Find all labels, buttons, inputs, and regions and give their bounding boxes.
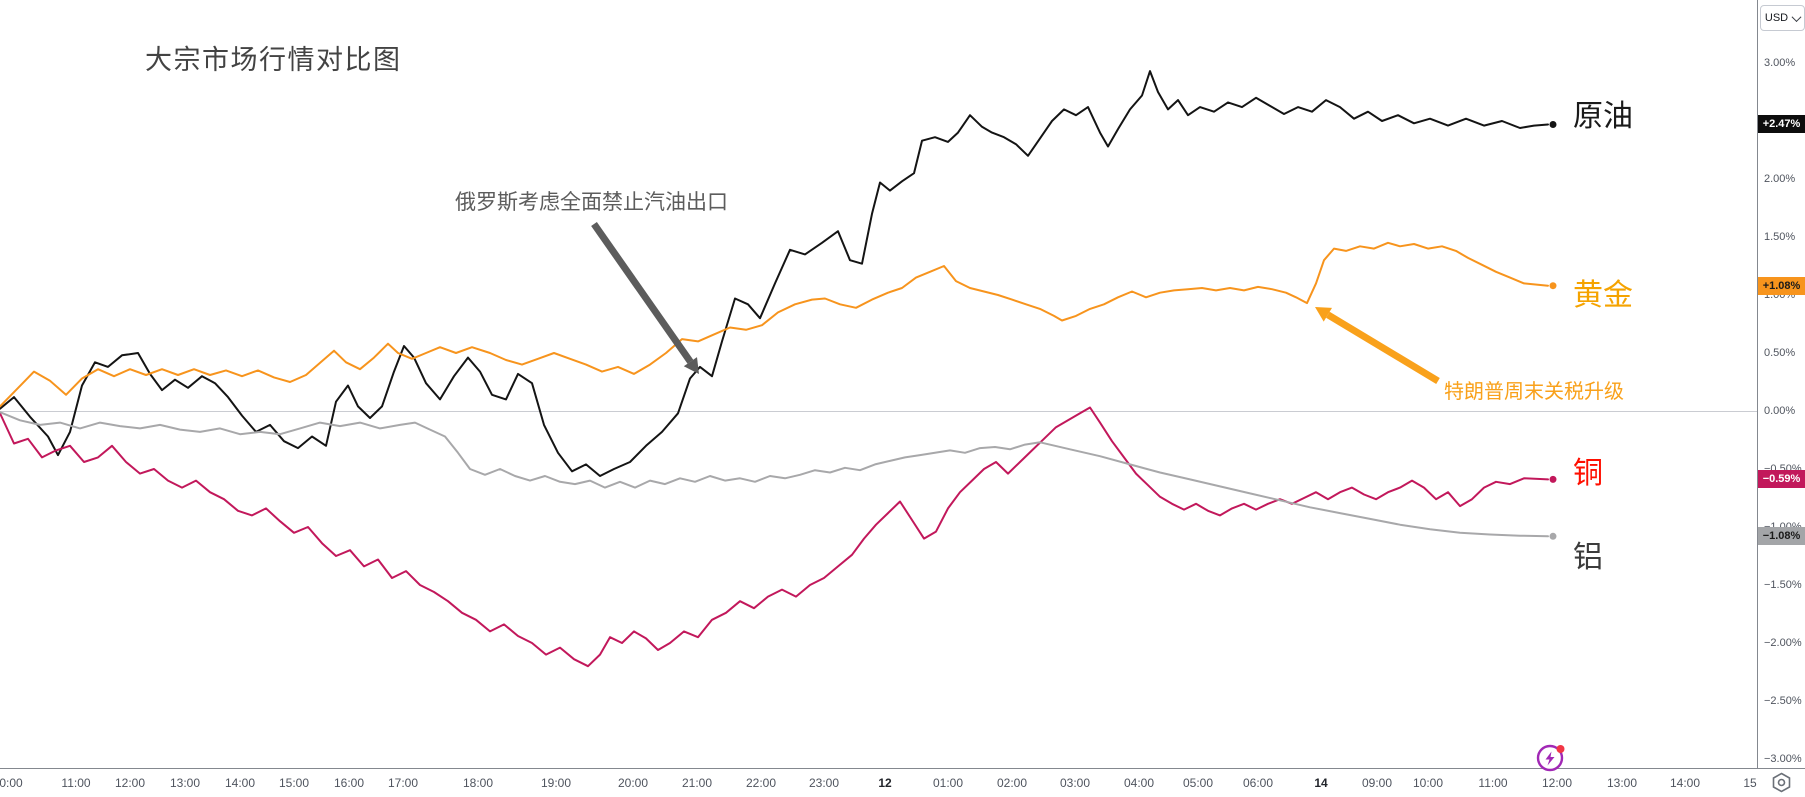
x-tick-label: 23:00 <box>808 776 840 790</box>
hexagon-outline <box>1772 772 1791 793</box>
series-end-dot-aluminum <box>1549 532 1557 540</box>
series-end-dot-copper <box>1549 475 1557 483</box>
annotation-arrowhead-russia-gasoline <box>683 357 699 374</box>
x-tick-label: 03:00 <box>1059 776 1091 790</box>
x-tick-label: 15 <box>1743 776 1757 790</box>
chart-canvas[interactable] <box>0 0 1757 768</box>
change-badge-copper: −0.59% <box>1758 470 1805 489</box>
price-axis-pane[interactable]: USD 3.00%2.50%2.00%1.50%1.00%0.50%0.00%−… <box>1758 0 1805 768</box>
price-axis-divider <box>1757 0 1758 797</box>
chevron-down-icon <box>1791 11 1802 22</box>
x-tick-label: 14:00 <box>224 776 256 790</box>
y-tick-label: 3.00% <box>1764 57 1796 69</box>
y-tick-label: −2.50% <box>1764 695 1802 707</box>
x-tick-label: 20:00 <box>617 776 649 790</box>
series-end-dot-gold <box>1549 282 1557 290</box>
series-label-aluminum: 铝 <box>1573 541 1603 574</box>
x-tick-label: 22:00 <box>745 776 777 790</box>
x-tick-label: 16:00 <box>333 776 365 790</box>
x-tick-label: 21:00 <box>681 776 713 790</box>
bolt-icon <box>1545 751 1555 766</box>
y-tick-label: −2.00% <box>1764 637 1802 649</box>
series-label-crude-oil: 原油 <box>1573 100 1633 133</box>
x-tick-label: 11:00 <box>1478 776 1508 790</box>
change-badge-gold: +1.08% <box>1758 276 1805 295</box>
x-tick-label: 11:00 <box>61 776 91 790</box>
series-label-gold: 黄金 <box>1573 279 1633 312</box>
x-tick-label: 18:00 <box>462 776 494 790</box>
change-badge-aluminum: −1.08% <box>1758 527 1805 546</box>
notification-dot <box>1556 745 1565 753</box>
series-line-copper <box>0 406 1549 668</box>
annotation-arrow-trump-tariff <box>1326 311 1440 384</box>
x-tick-label: 0:00 <box>0 776 23 790</box>
series-end-dot-crude-oil <box>1549 121 1557 128</box>
x-tick-label: 14:00 <box>1669 776 1701 790</box>
flash-event-icon[interactable] <box>1534 742 1568 776</box>
y-tick-label: −3.00% <box>1764 753 1802 765</box>
y-tick-label: 0.00% <box>1764 405 1796 417</box>
x-tick-label: 15:00 <box>278 776 310 790</box>
x-tick-label: 13:00 <box>1606 776 1638 790</box>
y-tick-label: 0.50% <box>1764 347 1796 359</box>
time-axis-pane[interactable]: 0:00 11:00 12:00 13:00 14:00 15:00 16:00 17:00 1… <box>0 768 1805 797</box>
annotation-arrow-russia-gasoline <box>591 221 694 364</box>
x-tick-label: 09:00 <box>1361 776 1393 790</box>
y-tick-label: −1.50% <box>1764 579 1802 591</box>
annotation-russia-gasoline-text: 俄罗斯考虑全面禁止汽油出口 <box>455 191 728 214</box>
hexagon-eye-icon[interactable] <box>1770 771 1793 794</box>
y-tick-label: 1.50% <box>1764 231 1796 243</box>
series-line-gold <box>0 241 1549 408</box>
x-tick-date-label: 12 <box>878 776 892 790</box>
hexagon-dot <box>1777 778 1786 787</box>
x-tick-label: 02:00 <box>996 776 1028 790</box>
currency-selector[interactable]: USD <box>1760 5 1805 31</box>
x-tick-label: 17:00 <box>387 776 419 790</box>
change-badge-crude-oil: +2.47% <box>1758 115 1805 134</box>
x-tick-label: 13:00 <box>169 776 201 790</box>
x-tick-label: 06:00 <box>1242 776 1274 790</box>
x-tick-label: 19:00 <box>540 776 572 790</box>
series-label-copper: 铜 <box>1573 457 1603 490</box>
annotation-arrowhead-trump-tariff <box>1315 307 1332 322</box>
currency-label: USD <box>1764 12 1789 24</box>
x-tick-label: 10:00 <box>1412 776 1444 790</box>
x-tick-label: 05:00 <box>1182 776 1214 790</box>
annotation-trump-tariff-text: 特朗普周末关税升级 <box>1444 381 1624 403</box>
x-tick-date-label: 14 <box>1314 776 1328 790</box>
chart-title: 大宗市场行情对比图 <box>145 45 402 75</box>
x-tick-label: 04:00 <box>1123 776 1155 790</box>
x-tick-label: 01:00 <box>932 776 964 790</box>
y-tick-label: 2.00% <box>1764 173 1796 185</box>
x-tick-label: 12:00 <box>114 776 146 790</box>
series-line-aluminum <box>0 411 1549 538</box>
x-tick-label: 12:00 <box>1541 776 1573 790</box>
series-line-crude-oil <box>0 70 1549 477</box>
